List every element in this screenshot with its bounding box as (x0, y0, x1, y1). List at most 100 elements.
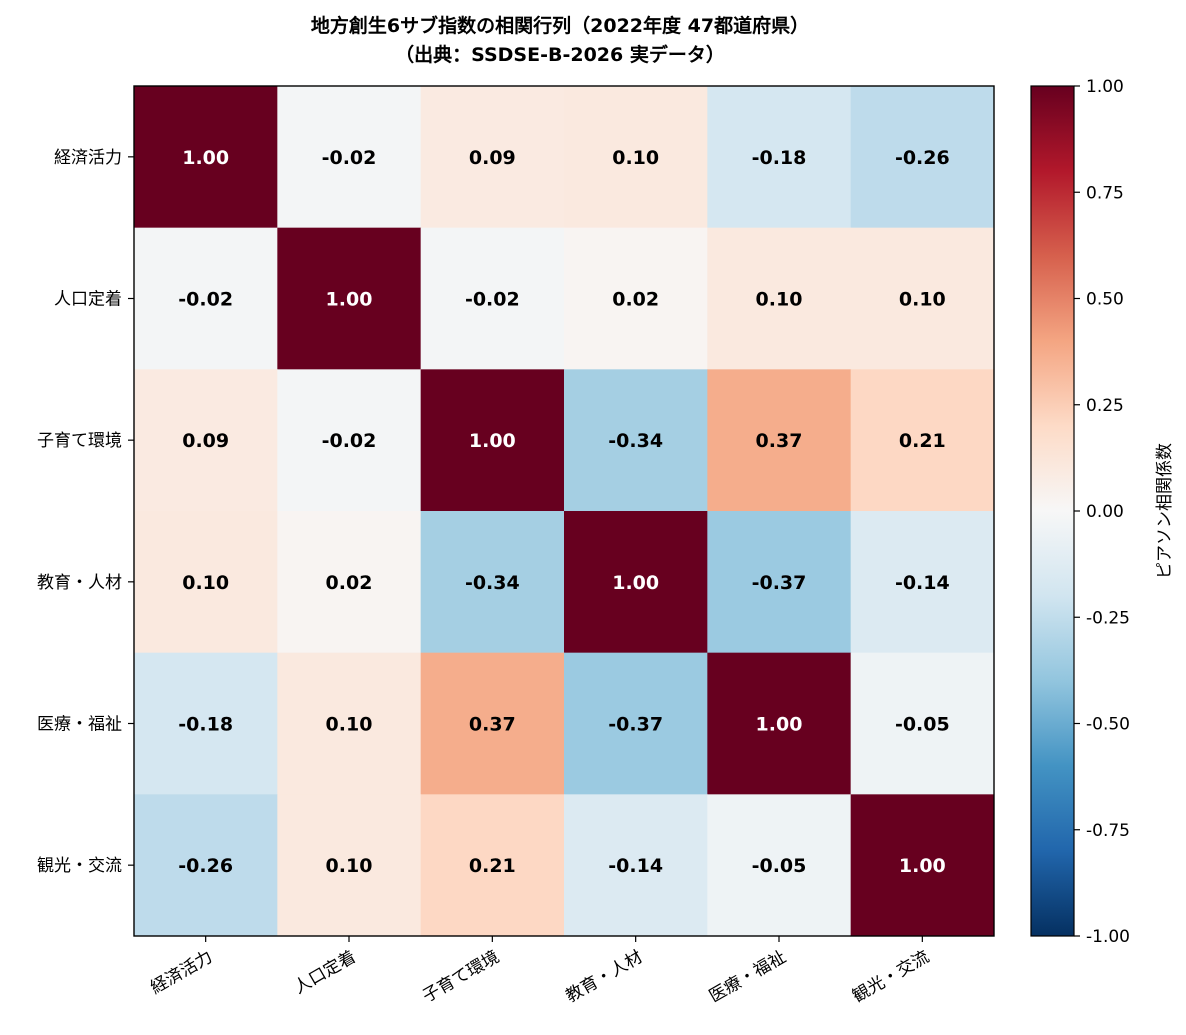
heatmap-cell (707, 511, 852, 654)
heatmap-cell (277, 794, 422, 937)
y-tick-label: 医療・福祉 (37, 715, 122, 735)
x-axis-ticks: 経済活力 人口定着 子育て環境 教育・人材 医療・福祉 観光・交流 (147, 936, 933, 1007)
cell-value-label: -0.14 (608, 855, 663, 877)
heatmap-cell (134, 511, 278, 654)
x-tick-label: 医療・福祉 (706, 947, 790, 1007)
cell-value-label: -0.05 (752, 855, 807, 877)
colorbar-tick-label: 0.50 (1086, 290, 1124, 310)
heatmap-cell (564, 652, 708, 795)
heatmap-cell (707, 86, 852, 229)
cell-value-label: 0.10 (326, 855, 373, 877)
colorbar-ticks: 1.00 0.75 0.50 0.25 0.00 -0.25 -0.50 -0.75 -1.00 (1074, 77, 1130, 947)
x-tick-label: 教育・人材 (563, 947, 647, 1007)
heatmap-cell (850, 511, 995, 654)
heatmap-frame (133, 85, 995, 937)
cell-value-label: -0.34 (465, 572, 520, 594)
chart-subtitle: （出典：SSDSE-B-2026 実データ） (395, 43, 725, 66)
colorbar-tick-label: -1.00 (1086, 927, 1130, 947)
cell-value-label: 0.02 (612, 289, 659, 311)
cell-value-label: 1.00 (326, 289, 373, 311)
cell-value-label: -0.37 (608, 714, 663, 736)
cell-value-label: 0.21 (899, 430, 946, 452)
cell-value-label: -0.02 (322, 430, 377, 452)
cell-value-label: 0.21 (469, 855, 516, 877)
x-tick-label: 人口定着 (291, 947, 360, 998)
cell-value-label: 1.00 (182, 147, 229, 169)
heatmap-cell (850, 652, 995, 795)
cell-value-label: -0.18 (752, 147, 807, 169)
cell-value-label: 0.09 (182, 430, 229, 452)
cell-value-label: 0.02 (326, 572, 373, 594)
cell-value-label: -0.37 (752, 572, 807, 594)
heatmap-cell (850, 369, 995, 512)
heatmap-cell (850, 794, 995, 937)
heatmap-cells (134, 86, 995, 937)
cell-value-label: -0.26 (178, 855, 233, 877)
heatmap-cell-labels: 1.00 -0.02 0.09 0.10 -0.18 -0.26 -0.02 1.00 -0.0… (178, 147, 949, 877)
y-tick-label: 経済活力 (54, 148, 122, 168)
heatmap-cell (134, 794, 278, 937)
heatmap-cell (134, 86, 278, 229)
heatmap-cell (707, 652, 852, 795)
colorbar: 1.00 0.75 0.50 0.25 0.00 -0.25 -0.50 -0.75 -1.00… (1030, 77, 1175, 947)
heatmap-cell (420, 511, 565, 654)
cell-value-label: 0.37 (756, 430, 803, 452)
y-tick-label: 子育て環境 (37, 431, 122, 451)
x-tick-label: 経済活力 (147, 947, 216, 998)
colorbar-tick-label: -0.50 (1086, 715, 1130, 735)
y-tick-label: 教育・人材 (37, 573, 122, 593)
heatmap-cell (707, 794, 852, 937)
cell-value-label: -0.02 (322, 147, 377, 169)
heatmap-cell (564, 369, 708, 512)
cell-value-label: 0.10 (612, 147, 659, 169)
x-tick-label: 子育て環境 (419, 947, 503, 1007)
heatmap-cell (564, 511, 708, 654)
colorbar-tick-label: 0.00 (1086, 502, 1124, 522)
y-tick-label: 観光・交流 (37, 856, 122, 876)
heatmap-cell (420, 652, 565, 795)
colorbar-tick-label: 1.00 (1086, 77, 1124, 97)
cell-value-label: 0.09 (469, 147, 516, 169)
cell-value-label: 0.10 (326, 714, 373, 736)
cell-value-label: 1.00 (756, 714, 803, 736)
colorbar-gradient (1031, 86, 1074, 936)
heatmap-cell (277, 652, 422, 795)
cell-value-label: -0.26 (895, 147, 950, 169)
cell-value-label: -0.02 (465, 289, 520, 311)
cell-value-label: 1.00 (469, 430, 516, 452)
heatmap-cell (277, 227, 422, 370)
heatmap-cell (277, 369, 422, 512)
cell-value-label: 1.00 (899, 855, 946, 877)
heatmap-cell (564, 227, 708, 370)
colorbar-tick-label: -0.75 (1086, 821, 1130, 841)
heatmap-cell (707, 227, 852, 370)
heatmap-cell (420, 369, 565, 512)
colorbar-tick-label: -0.25 (1086, 608, 1130, 628)
heatmap-cell (850, 227, 995, 370)
x-tick-label: 観光・交流 (849, 947, 933, 1007)
heatmap-cell (134, 652, 278, 795)
colorbar-tick-label: 0.75 (1086, 183, 1124, 203)
cell-value-label: -0.02 (178, 289, 233, 311)
cell-value-label: 0.10 (756, 289, 803, 311)
cell-value-label: 0.37 (469, 714, 516, 736)
heatmap-cell (707, 369, 852, 512)
heatmap-cell (277, 86, 422, 229)
colorbar-tick-label: 0.25 (1086, 396, 1124, 416)
heatmap-cell (134, 369, 278, 512)
cell-value-label: 1.00 (612, 572, 659, 594)
colorbar-label: ピアソン相関係数 (1155, 443, 1175, 579)
cell-value-label: -0.05 (895, 714, 950, 736)
cell-value-label: -0.34 (608, 430, 663, 452)
cell-value-label: 0.10 (182, 572, 229, 594)
heatmap-cell (420, 86, 565, 229)
heatmap-cell (134, 227, 278, 370)
y-tick-label: 人口定着 (54, 290, 122, 310)
heatmap-cell (277, 511, 422, 654)
cell-value-label: -0.18 (178, 714, 233, 736)
heatmap-cell (850, 86, 995, 229)
cell-value-label: 0.10 (899, 289, 946, 311)
heatmap-cell (420, 794, 565, 937)
